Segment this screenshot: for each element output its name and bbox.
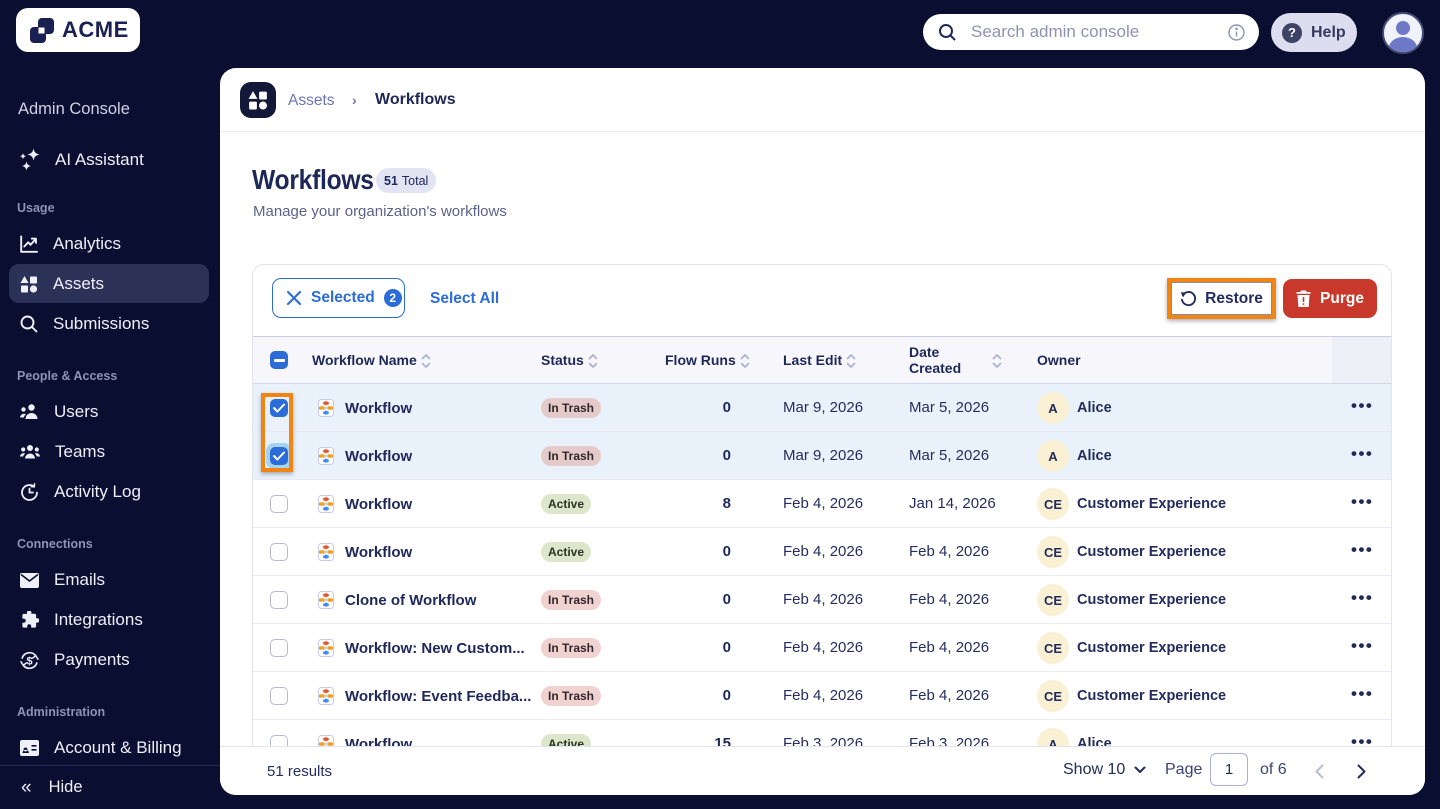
svg-text:$: $ — [26, 655, 32, 667]
